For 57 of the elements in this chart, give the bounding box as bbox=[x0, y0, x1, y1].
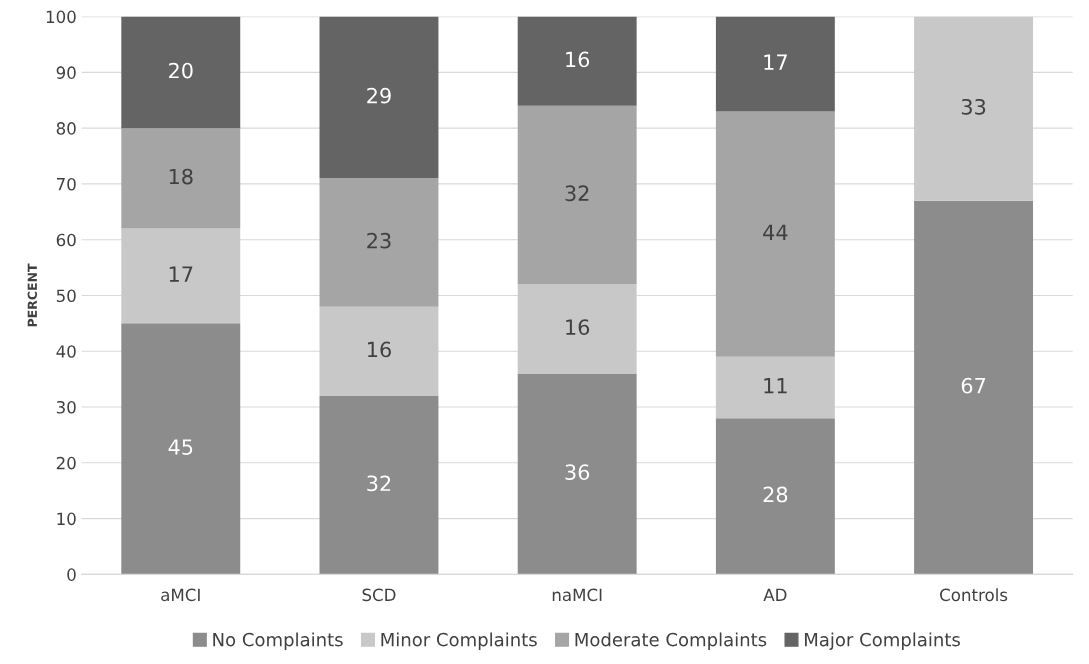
bar bbox=[715, 16, 835, 112]
bar bbox=[914, 16, 1034, 201]
data-label: 23 bbox=[367, 232, 391, 249]
data-label: 16 bbox=[566, 51, 590, 68]
data-label: 32 bbox=[367, 475, 391, 492]
bar bbox=[319, 178, 439, 307]
data-label: 33 bbox=[961, 98, 986, 115]
data-label: 45 bbox=[168, 439, 193, 455]
data-label: 36 bbox=[565, 464, 590, 481]
y-tick-label: 100 bbox=[46, 10, 76, 24]
legend-label: Moderate Complaints bbox=[575, 632, 767, 650]
bar bbox=[517, 105, 637, 285]
data-label: 16 bbox=[566, 319, 590, 335]
bar bbox=[715, 418, 835, 575]
data-label: 28 bbox=[763, 486, 788, 503]
bar bbox=[121, 323, 241, 575]
x-tick-label: AD bbox=[763, 588, 787, 601]
data-label: 18 bbox=[169, 168, 193, 185]
data-label: 20 bbox=[169, 62, 193, 79]
y-tick-label: 60 bbox=[56, 233, 76, 247]
y-tick-label: 40 bbox=[56, 345, 76, 358]
data-label: 16 bbox=[368, 341, 391, 358]
x-tick-label: naMCI bbox=[552, 588, 602, 602]
bar bbox=[715, 111, 835, 357]
y-tick-label: 90 bbox=[56, 66, 76, 79]
data-label: 17 bbox=[169, 266, 193, 282]
bar bbox=[121, 228, 241, 324]
legend-label: No Complaints bbox=[213, 632, 343, 650]
data-label: 17 bbox=[764, 54, 787, 70]
y-tick-label: 10 bbox=[57, 512, 76, 526]
legend-label: Minor Complaints bbox=[381, 632, 537, 650]
bar bbox=[319, 395, 439, 575]
bar bbox=[517, 373, 637, 575]
x-tick-label: Controls bbox=[940, 588, 1008, 602]
bar bbox=[517, 284, 637, 374]
y-tick-label: 80 bbox=[56, 122, 76, 135]
bar bbox=[319, 16, 439, 179]
bar bbox=[319, 306, 439, 396]
x-tick-label: aMCI bbox=[161, 588, 200, 602]
y-tick-label: 0 bbox=[67, 568, 76, 581]
data-label: 44 bbox=[763, 224, 788, 240]
bar bbox=[121, 128, 241, 229]
bar bbox=[715, 356, 835, 419]
bar bbox=[914, 200, 1034, 575]
y-tick-label: 50 bbox=[56, 289, 76, 303]
data-label: 11 bbox=[764, 378, 787, 394]
y-tick-label: 70 bbox=[56, 177, 76, 191]
data-label: 32 bbox=[565, 185, 589, 202]
data-label: 67 bbox=[961, 377, 986, 394]
x-tick-label: SCD bbox=[362, 588, 396, 602]
legend-label: Major Complaints bbox=[805, 632, 960, 650]
y-axis-title: PERCENT bbox=[27, 263, 38, 327]
bar bbox=[517, 16, 637, 106]
y-tick-label: 30 bbox=[56, 400, 76, 414]
bar bbox=[121, 16, 241, 129]
y-tick-label: 20 bbox=[56, 456, 76, 470]
data-label: 29 bbox=[367, 87, 391, 104]
